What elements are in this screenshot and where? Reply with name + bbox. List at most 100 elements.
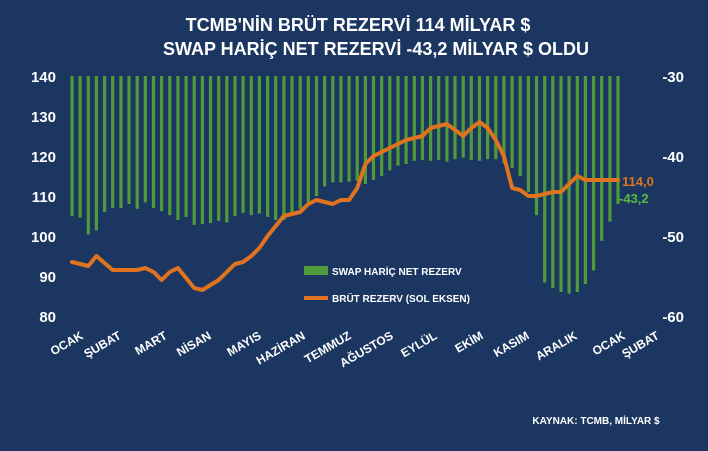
net-reserve-bar xyxy=(249,76,253,216)
net-reserve-bar xyxy=(331,76,335,183)
net-reserve-bar xyxy=(176,76,180,220)
net-reserve-bar xyxy=(526,76,530,192)
net-reserve-bar xyxy=(339,76,343,183)
net-reserve-bar xyxy=(257,76,261,214)
net-reserve-bar xyxy=(78,76,82,218)
x-tick-label: ŞUBAT xyxy=(619,328,662,361)
net-reserve-bar xyxy=(86,76,90,235)
net-reserve-bar xyxy=(371,76,376,180)
net-reserve-bar xyxy=(135,76,139,209)
x-tick-label: OCAK xyxy=(48,328,86,358)
net-reserve-bar xyxy=(70,76,74,216)
source-note: KAYNAK: TCMB, MİLYAR $ xyxy=(532,414,660,427)
net-reserve-bar xyxy=(314,76,319,196)
left-axis: 80 90 100 110 120 130 140 xyxy=(31,69,56,326)
net-reserve-bar xyxy=(225,76,229,223)
net-reserve-bar xyxy=(298,76,302,209)
net-reserve-bar xyxy=(217,76,221,221)
net-reserve-bar xyxy=(184,76,188,217)
net-reserve-bar xyxy=(233,76,237,216)
net-reserve-bar xyxy=(396,76,400,166)
net-reserve-bar xyxy=(592,76,596,271)
net-reserve-bar xyxy=(445,76,449,162)
right-tick-label: -50 xyxy=(662,229,684,246)
chart-title-line2: SWAP HARİÇ NET REZERVİ -43,2 MİLYAR $ OL… xyxy=(163,39,589,59)
net-reserve-bars xyxy=(70,76,620,294)
net-reserve-bar xyxy=(168,76,172,216)
net-reserve-bar xyxy=(437,76,441,160)
net-reserve-bar xyxy=(502,76,506,164)
x-tick-label: ARALIK xyxy=(533,328,580,363)
end-label-net: -43,2 xyxy=(619,191,649,206)
net-reserve-bar xyxy=(510,76,514,168)
right-tick-label: -40 xyxy=(662,149,684,166)
net-reserve-bar xyxy=(575,76,579,292)
net-reserve-bar xyxy=(412,76,416,161)
net-reserve-bar xyxy=(192,76,196,225)
net-reserve-bar xyxy=(282,76,286,220)
left-tick-label: 80 xyxy=(39,309,56,326)
net-reserve-bar xyxy=(306,76,310,206)
net-reserve-bar xyxy=(94,76,98,231)
net-reserve-bar xyxy=(551,76,555,288)
legend-label-brut: BRÜT REZERV (SOL EKSEN) xyxy=(332,292,470,305)
net-reserve-bar xyxy=(429,76,433,161)
net-reserve-bar xyxy=(420,76,424,160)
x-tick-label: HAZİRAN xyxy=(253,328,307,368)
left-tick-label: 140 xyxy=(31,69,56,86)
left-tick-label: 100 xyxy=(31,229,56,246)
net-reserve-bar xyxy=(151,76,156,208)
x-tick-label: ŞUBAT xyxy=(81,328,124,361)
net-reserve-bar xyxy=(111,76,115,208)
net-reserve-bar xyxy=(323,76,327,187)
net-reserve-bar xyxy=(143,76,147,203)
net-reserve-bar xyxy=(453,76,457,160)
end-label-brut: 114,0 xyxy=(622,174,654,189)
net-reserve-bar xyxy=(534,76,539,216)
net-reserve-bar xyxy=(290,76,294,212)
net-reserve-bar xyxy=(608,76,612,222)
x-tick-label: MART xyxy=(132,328,170,358)
legend: SWAP HARİÇ NET REZERV BRÜT REZERV (SOL E… xyxy=(304,265,470,305)
net-reserve-bar xyxy=(266,76,270,217)
net-reserve-bar xyxy=(477,76,482,161)
x-tick-label: EKİM xyxy=(452,328,485,356)
net-reserve-bar xyxy=(518,76,522,176)
net-reserve-bar xyxy=(127,76,131,204)
net-reserve-bar xyxy=(363,76,367,184)
right-tick-label: -30 xyxy=(662,69,684,86)
x-tick-label: KASIM xyxy=(491,328,531,359)
right-tick-label: -60 xyxy=(662,309,684,326)
net-reserve-bar xyxy=(486,76,490,160)
left-tick-label: 110 xyxy=(32,189,56,206)
gross-reserve-line xyxy=(70,120,620,292)
net-reserve-bar xyxy=(208,76,213,224)
legend-label-net: SWAP HARİÇ NET REZERV xyxy=(332,265,462,278)
chart-title-line1: TCMB'NİN BRÜT REZERVİ 114 MİLYAR $ xyxy=(186,15,531,35)
net-reserve-bar xyxy=(543,76,547,283)
left-tick-label: 130 xyxy=(31,109,56,126)
legend-swatch-net xyxy=(304,266,328,275)
x-tick-label: EYLÜL xyxy=(398,328,440,361)
net-reserve-bar xyxy=(388,76,392,171)
net-reserve-bar xyxy=(404,76,408,164)
right-axis: -60 -50 -40 -30 xyxy=(662,69,684,326)
net-reserve-bar xyxy=(616,76,620,204)
net-reserve-bar xyxy=(355,76,359,181)
net-reserve-bar xyxy=(559,76,563,292)
x-tick-label: NİSAN xyxy=(174,328,214,360)
net-reserve-bar xyxy=(461,76,465,158)
net-reserve-bar xyxy=(103,76,107,212)
net-reserve-bar xyxy=(380,76,384,176)
left-tick-label: 90 xyxy=(39,269,56,286)
net-reserve-bar xyxy=(347,76,351,182)
net-reserve-bar xyxy=(119,76,123,208)
net-reserve-bar xyxy=(200,76,204,224)
net-reserve-bar xyxy=(274,76,278,220)
net-reserve-bar xyxy=(600,76,604,241)
net-reserve-bar xyxy=(160,76,164,212)
net-reserve-bar xyxy=(241,76,245,213)
left-tick-label: 120 xyxy=(31,149,56,166)
